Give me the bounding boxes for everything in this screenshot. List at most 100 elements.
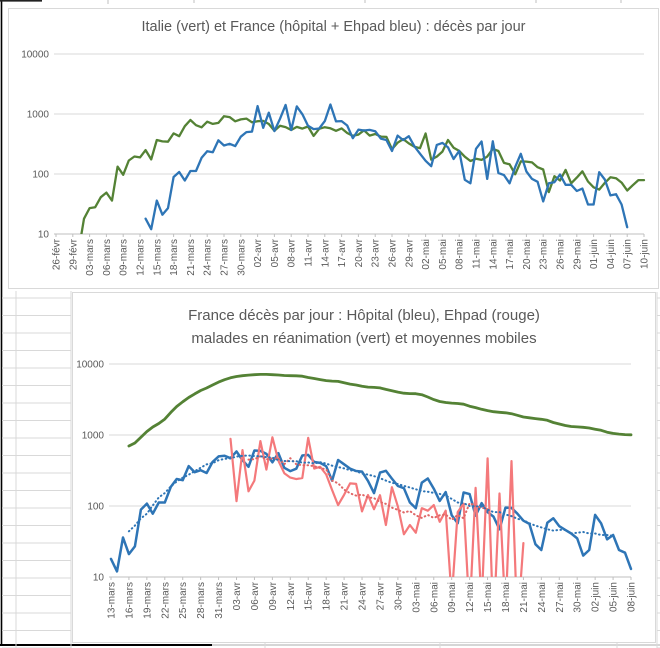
svg-text:07-juin: 07-juin bbox=[623, 239, 634, 269]
svg-text:22-mars: 22-mars bbox=[160, 582, 171, 619]
svg-text:29-févr: 29-févr bbox=[68, 238, 79, 270]
x-axis-ticks bbox=[55, 234, 645, 237]
chart-france-detail-title-line1: France décès par jour : Hôpital (bleu), … bbox=[188, 307, 540, 324]
svg-text:31-mars: 31-mars bbox=[214, 582, 225, 619]
svg-text:10000: 10000 bbox=[76, 360, 104, 371]
bottom-column-ticks bbox=[264, 643, 618, 648]
svg-text:1000: 1000 bbox=[27, 110, 50, 121]
svg-text:02-juin: 02-juin bbox=[591, 582, 602, 612]
svg-text:30-avr: 30-avr bbox=[393, 581, 404, 610]
svg-text:27-mai: 27-mai bbox=[555, 582, 566, 613]
chart-france-detail-canvas: 10 100 1000 10000 13-mars 16-mars 19-mars 22-ma… bbox=[76, 360, 638, 619]
svg-text:30-mai: 30-mai bbox=[573, 582, 584, 613]
svg-text:29-mai: 29-mai bbox=[572, 239, 583, 270]
svg-text:14-avr: 14-avr bbox=[320, 238, 331, 267]
svg-text:02-avr: 02-avr bbox=[253, 238, 264, 267]
y-axis-labels: 10 100 1000 10000 bbox=[76, 360, 104, 584]
svg-text:21-avr: 21-avr bbox=[340, 581, 351, 610]
svg-text:02-mai: 02-mai bbox=[421, 239, 432, 270]
svg-text:24-mai: 24-mai bbox=[537, 582, 548, 613]
svg-text:08-mai: 08-mai bbox=[455, 239, 466, 270]
svg-text:09-avr: 09-avr bbox=[268, 581, 279, 610]
svg-text:09-mars: 09-mars bbox=[119, 239, 130, 276]
svg-text:04-juin: 04-juin bbox=[606, 239, 617, 269]
svg-text:05-juin: 05-juin bbox=[609, 582, 620, 612]
svg-text:26-févr: 26-févr bbox=[52, 238, 63, 270]
chart-italie-france[interactable]: Italie (vert) et France (hôpital + Ehpad… bbox=[8, 8, 659, 289]
svg-text:10000: 10000 bbox=[21, 50, 49, 61]
svg-text:26-mai: 26-mai bbox=[556, 239, 567, 270]
x-axis-ticks bbox=[110, 577, 632, 580]
svg-text:12-mai: 12-mai bbox=[465, 582, 476, 613]
svg-text:30-mars: 30-mars bbox=[236, 239, 247, 276]
svg-text:09-mai: 09-mai bbox=[447, 582, 458, 613]
chart-italie-france-title: Italie (vert) et France (hôpital + Ehpad… bbox=[141, 19, 526, 35]
x-axis-labels: 26-févr 29-févr 03-mars 06-mars 09-mars 12-ma… bbox=[52, 238, 651, 275]
svg-text:14-mai: 14-mai bbox=[488, 239, 499, 270]
x-axis-labels: 13-mars 16-mars 19-mars 22-mars 25-mars 28-ma… bbox=[107, 581, 638, 618]
chart-france-detail[interactable]: France décès par jour : Hôpital (bleu), … bbox=[72, 292, 656, 643]
svg-text:08-juin: 08-juin bbox=[627, 582, 638, 612]
series-italie-deces-par-jour-line bbox=[80, 115, 646, 234]
svg-text:06-mai: 06-mai bbox=[429, 582, 440, 613]
y-gridlines bbox=[54, 53, 644, 235]
svg-text:06-avr: 06-avr bbox=[250, 581, 261, 610]
svg-text:10: 10 bbox=[38, 230, 50, 241]
series-france-hopital-ehpad-deces-par-jour-line bbox=[144, 103, 629, 231]
svg-text:29-avr: 29-avr bbox=[404, 238, 415, 267]
svg-text:06-mars: 06-mars bbox=[102, 239, 113, 276]
svg-text:05-mai: 05-mai bbox=[438, 239, 449, 270]
svg-text:27-mars: 27-mars bbox=[220, 239, 231, 276]
svg-text:11-avr: 11-avr bbox=[304, 238, 315, 266]
svg-text:100: 100 bbox=[87, 502, 104, 513]
svg-text:01-juin: 01-juin bbox=[589, 239, 600, 269]
svg-text:15-mai: 15-mai bbox=[483, 582, 494, 613]
top-column-ticks bbox=[107, 0, 622, 4]
series-malades-en-reanimation-line bbox=[127, 373, 633, 448]
svg-text:19-mars: 19-mars bbox=[142, 582, 153, 619]
chart-france-detail-title-line2: malades en réanimation (vert) et moyenne… bbox=[191, 330, 537, 347]
svg-text:10-juin: 10-juin bbox=[640, 239, 651, 269]
svg-text:03-avr: 03-avr bbox=[232, 581, 243, 610]
svg-text:24-avr: 24-avr bbox=[358, 581, 369, 610]
svg-text:03-mars: 03-mars bbox=[85, 239, 96, 276]
svg-text:11-mai: 11-mai bbox=[472, 239, 483, 269]
svg-text:21-mai: 21-mai bbox=[519, 582, 530, 613]
svg-text:17-avr: 17-avr bbox=[337, 238, 348, 267]
svg-text:12-avr: 12-avr bbox=[286, 581, 297, 610]
svg-text:05-avr: 05-avr bbox=[270, 238, 281, 267]
svg-text:23-avr: 23-avr bbox=[371, 238, 382, 267]
svg-text:27-avr: 27-avr bbox=[375, 581, 386, 610]
svg-text:10: 10 bbox=[93, 573, 105, 584]
svg-text:15-mars: 15-mars bbox=[152, 239, 163, 276]
svg-text:28-mars: 28-mars bbox=[196, 582, 207, 619]
series-hopital-deces-par-jour-line bbox=[109, 449, 633, 573]
svg-text:25-mars: 25-mars bbox=[178, 582, 189, 619]
svg-text:24-mars: 24-mars bbox=[203, 239, 214, 276]
svg-text:17-mai: 17-mai bbox=[505, 239, 516, 270]
series-ehpad-deces-par-jour-line bbox=[229, 436, 525, 577]
svg-text:100: 100 bbox=[32, 170, 49, 181]
svg-text:18-avr: 18-avr bbox=[322, 581, 333, 610]
chart-france-detail-title: France décès par jour : Hôpital (bleu), … bbox=[73, 304, 655, 350]
svg-text:13-mars: 13-mars bbox=[107, 582, 118, 619]
svg-text:20-mai: 20-mai bbox=[522, 239, 533, 270]
svg-text:18-mars: 18-mars bbox=[169, 239, 180, 276]
worksheet-cell-gridlines bbox=[2, 291, 660, 648]
svg-text:26-avr: 26-avr bbox=[388, 238, 399, 267]
svg-text:18-mai: 18-mai bbox=[501, 582, 512, 613]
svg-text:20-avr: 20-avr bbox=[354, 238, 365, 267]
svg-text:15-avr: 15-avr bbox=[304, 581, 315, 610]
y-axis-labels: 10 100 1000 10000 bbox=[21, 50, 49, 241]
svg-text:23-mai: 23-mai bbox=[539, 239, 550, 270]
svg-text:1000: 1000 bbox=[82, 431, 105, 442]
svg-text:12-mars: 12-mars bbox=[136, 239, 147, 276]
series-moyenne-mobile-hopital-line bbox=[127, 454, 615, 537]
svg-text:08-avr: 08-avr bbox=[287, 238, 298, 267]
svg-text:16-mars: 16-mars bbox=[124, 582, 135, 619]
svg-text:03-mai: 03-mai bbox=[411, 582, 422, 613]
chart-italie-france-canvas: 10 100 1000 10000 26-févr 29-févr 03-mars 06-ma… bbox=[21, 50, 651, 276]
svg-text:21-mars: 21-mars bbox=[186, 239, 197, 276]
